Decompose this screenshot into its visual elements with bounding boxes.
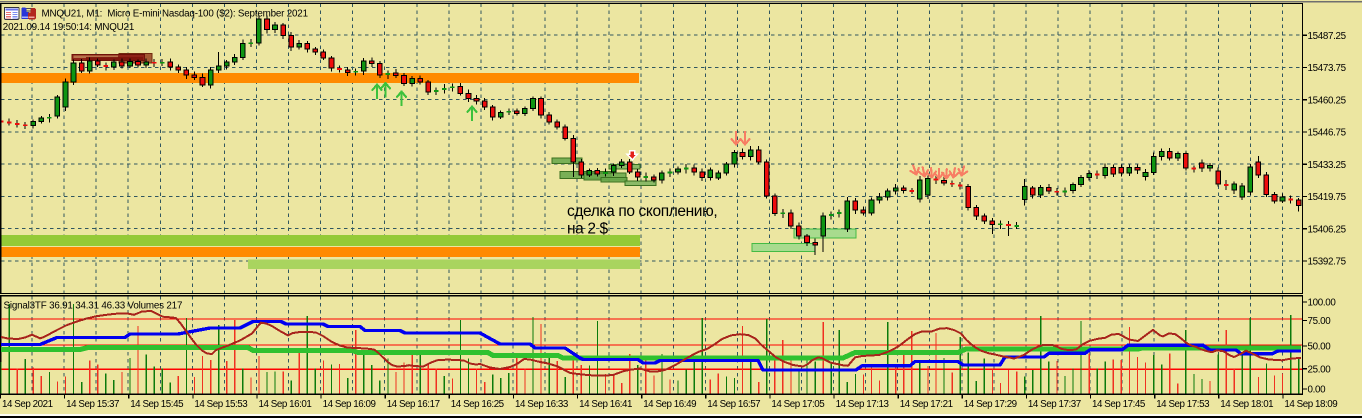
svg-text:14 Sep 16:25: 14 Sep 16:25: [451, 399, 505, 410]
svg-text:15446.75: 15446.75: [1308, 128, 1347, 139]
svg-text:14 Sep 16:17: 14 Sep 16:17: [387, 399, 440, 410]
svg-text:15473.75: 15473.75: [1308, 63, 1347, 74]
svg-text:14 Sep 2021: 14 Sep 2021: [2, 399, 53, 410]
svg-text:14 Sep 17:05: 14 Sep 17:05: [771, 399, 825, 410]
svg-text:14 Sep 15:53: 14 Sep 15:53: [194, 399, 248, 410]
svg-text:15406.25: 15406.25: [1308, 224, 1347, 235]
svg-text:14 Sep 16:09: 14 Sep 16:09: [323, 399, 376, 410]
svg-text:50.00: 50.00: [1308, 342, 1332, 353]
svg-text:14 Sep 17:13: 14 Sep 17:13: [836, 399, 890, 410]
svg-text:14 Sep 16:33: 14 Sep 16:33: [515, 399, 569, 410]
svg-text:14 Sep 17:53: 14 Sep 17:53: [1156, 399, 1210, 410]
svg-text:14 Sep 15:37: 14 Sep 15:37: [66, 399, 119, 410]
svg-text:15419.75: 15419.75: [1308, 192, 1347, 203]
svg-text:25.00: 25.00: [1308, 364, 1332, 375]
svg-text:15460.25: 15460.25: [1308, 95, 1347, 106]
svg-text:14 Sep 17:45: 14 Sep 17:45: [1092, 399, 1146, 410]
svg-text:на 2 $: на 2 $: [567, 221, 609, 238]
svg-text:15392.75: 15392.75: [1308, 257, 1347, 268]
svg-text:75.00: 75.00: [1308, 316, 1332, 327]
svg-text:14 Sep 17:29: 14 Sep 17:29: [964, 399, 1017, 410]
svg-text:14 Sep 15:45: 14 Sep 15:45: [130, 399, 184, 410]
svg-text:2021.09.14 19:50:14: MNQU21: 2021.09.14 19:50:14: MNQU21: [3, 22, 134, 33]
svg-text:14 Sep 17:21: 14 Sep 17:21: [900, 399, 953, 410]
svg-text:100.00: 100.00: [1308, 298, 1337, 309]
svg-text:14 Sep 18:01: 14 Sep 18:01: [1220, 399, 1273, 410]
svg-text:14 Sep 16:49: 14 Sep 16:49: [643, 399, 696, 410]
svg-text:14 Sep 16:57: 14 Sep 16:57: [707, 399, 760, 410]
svg-text:14 Sep 18:09: 14 Sep 18:09: [1284, 399, 1337, 410]
svg-text:15487.25: 15487.25: [1308, 31, 1347, 42]
svg-text:14 Sep 17:37: 14 Sep 17:37: [1028, 399, 1081, 410]
svg-text:Signal3TF 36.91 34.31 46.33 Vo: Signal3TF 36.91 34.31 46.33 Volumes 217: [4, 301, 183, 312]
svg-text:MNQU21, M1: Micro E-mini Nasd: MNQU21, M1: Micro E-mini Nasdaq-100 ($2)…: [42, 9, 308, 20]
svg-text:14 Sep 16:41: 14 Sep 16:41: [579, 399, 632, 410]
svg-text:15433.25: 15433.25: [1308, 160, 1347, 171]
svg-text:сделка по скоплению,: сделка по скоплению,: [567, 203, 717, 220]
svg-text:14 Sep 16:01: 14 Sep 16:01: [259, 399, 312, 410]
svg-text:0.00: 0.00: [1308, 385, 1327, 396]
